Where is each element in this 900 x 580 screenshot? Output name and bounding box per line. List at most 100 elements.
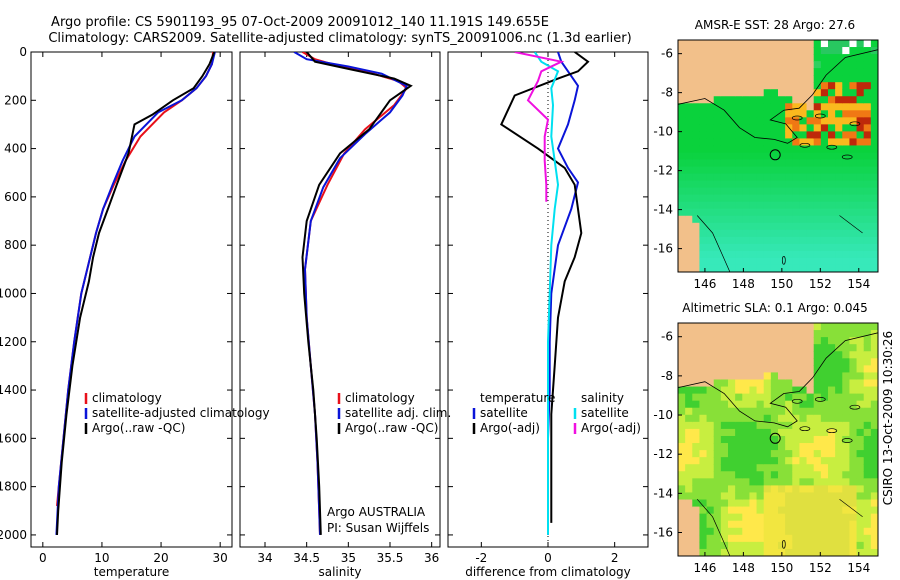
sst-cell xyxy=(785,47,793,55)
sla-cell xyxy=(856,478,865,486)
sst-cell xyxy=(806,152,815,161)
sst-cell xyxy=(835,68,843,76)
sla-cell xyxy=(749,400,758,409)
sla-cell xyxy=(849,506,858,515)
sla-cell xyxy=(799,499,808,508)
sla-cell xyxy=(870,386,878,395)
sla-cell xyxy=(849,393,858,402)
sst-cell xyxy=(835,75,843,83)
sla-cell xyxy=(713,435,722,444)
sla-cell xyxy=(728,499,736,508)
sst-cell xyxy=(720,201,729,210)
sla-cell xyxy=(735,365,743,374)
sst-cell xyxy=(856,180,865,189)
sla-cell xyxy=(849,386,858,395)
sst-cell xyxy=(713,180,722,189)
sla-cell xyxy=(678,534,686,543)
sla-cell xyxy=(742,323,751,331)
sla-cell xyxy=(706,506,715,515)
sst-cell xyxy=(870,229,878,238)
sst-cell xyxy=(870,264,878,272)
sst-cell xyxy=(828,236,836,245)
sst-cell xyxy=(835,215,843,224)
sst-cell xyxy=(863,75,872,83)
sst-cell xyxy=(842,236,851,245)
sst-cell xyxy=(842,40,851,48)
sla-cell xyxy=(835,513,843,522)
sst-cell xyxy=(835,208,843,217)
sla-cell xyxy=(842,344,851,352)
sst-cell xyxy=(720,82,729,90)
sst-cell xyxy=(856,201,865,210)
sst-cell xyxy=(728,40,736,48)
sst-cell xyxy=(699,54,708,62)
sla-cell xyxy=(735,492,743,501)
sst-cell xyxy=(685,47,693,55)
sst-cell xyxy=(685,264,693,272)
sla-cell xyxy=(778,351,786,359)
sla-cell xyxy=(763,548,772,556)
sla-cell xyxy=(828,548,836,556)
sst-reef-islet xyxy=(781,255,786,265)
sst-cell xyxy=(735,180,743,189)
sst-cell xyxy=(763,117,772,125)
sla-cell xyxy=(863,344,872,352)
sst-cell xyxy=(706,82,715,90)
sla-cell xyxy=(720,513,729,522)
temperature-xtick-label: 30 xyxy=(213,551,228,565)
sla-cell xyxy=(770,485,779,494)
sla-cell xyxy=(749,520,758,529)
sst-cell xyxy=(820,187,829,196)
sst-cell xyxy=(806,54,815,62)
sla-cell xyxy=(842,414,851,423)
sst-cell xyxy=(699,131,708,140)
sla-cell xyxy=(692,520,701,529)
sla-cell xyxy=(828,358,836,366)
sst-cell xyxy=(842,222,851,231)
salinity-xlabel: salinity xyxy=(318,565,361,579)
sst-cell xyxy=(849,124,858,132)
temperature-ytick-label: 1200 xyxy=(0,335,27,349)
sla-cell xyxy=(678,344,686,352)
temperature-axes-frame xyxy=(30,51,233,548)
sst-cell xyxy=(842,208,851,217)
sst-cell xyxy=(770,40,779,48)
sst-cell xyxy=(699,82,708,90)
sst-cell xyxy=(678,201,686,210)
sla-cell xyxy=(699,386,708,395)
sla-cell xyxy=(806,344,815,352)
sla-cell xyxy=(742,548,751,556)
sst-cell xyxy=(763,166,772,175)
sst-cell xyxy=(699,229,708,238)
sla-cell xyxy=(692,492,701,501)
sla-cell xyxy=(813,485,822,494)
sla-cell xyxy=(706,365,715,374)
sst-cell xyxy=(728,166,736,175)
sla-cell xyxy=(713,520,722,529)
sst-cell xyxy=(785,152,793,161)
sst-cell xyxy=(778,201,786,210)
sst-cell xyxy=(778,159,786,168)
sst-cell xyxy=(792,96,801,104)
sst-cell xyxy=(835,173,843,182)
sla-cell xyxy=(856,337,865,345)
sst-cell xyxy=(785,264,793,272)
sst-cell xyxy=(763,82,772,90)
sla-cell xyxy=(828,464,836,472)
sst-cell xyxy=(792,75,801,83)
sst-cell xyxy=(835,222,843,231)
sla-cell xyxy=(749,414,758,423)
sla-cell xyxy=(863,464,872,472)
sla-cell xyxy=(678,485,686,494)
sst-cell xyxy=(835,243,843,252)
sla-cell xyxy=(835,492,843,501)
sst-cell xyxy=(813,243,822,252)
sla-cell xyxy=(870,499,878,508)
sst-cell xyxy=(856,131,865,140)
sla-cell xyxy=(792,330,801,338)
sst-cell xyxy=(785,117,793,125)
sla-cell xyxy=(799,513,808,522)
sst-cell xyxy=(828,138,836,147)
sst-cell xyxy=(699,215,708,224)
sla-cell xyxy=(728,541,736,550)
